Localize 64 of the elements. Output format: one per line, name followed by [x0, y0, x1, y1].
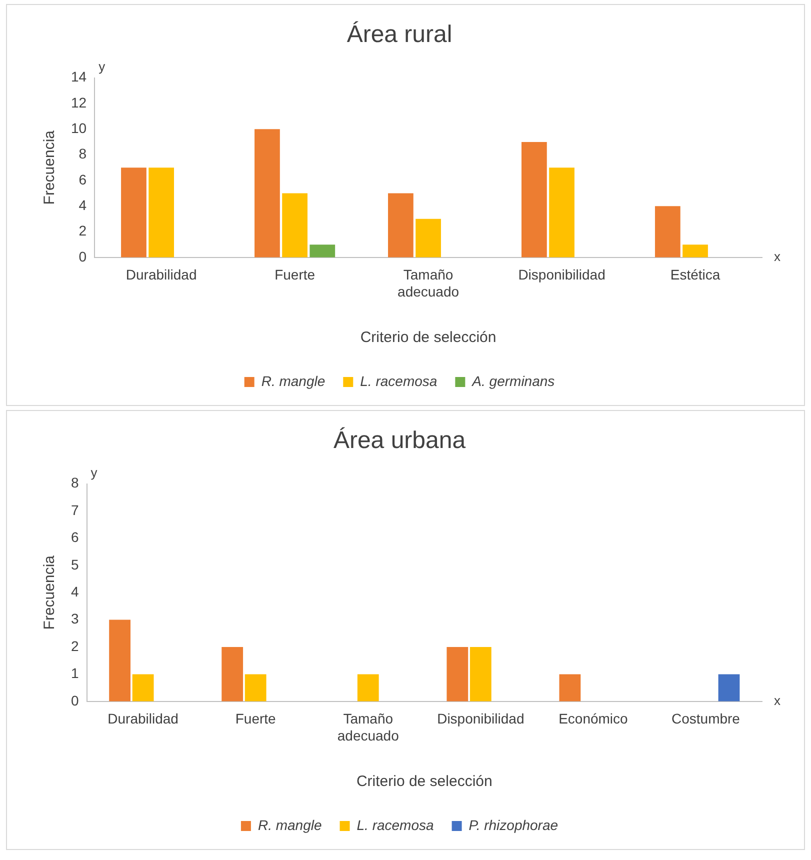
x-tick-label: Durabilidad [108, 710, 178, 727]
text: x [774, 692, 781, 708]
x-tick-label: Estética [670, 266, 720, 283]
text: y [90, 464, 98, 480]
y-tick-label: 0 [78, 248, 87, 264]
bar [282, 193, 308, 258]
legend-label: L. racemosa [356, 816, 434, 833]
legend-label: A. germinans [471, 372, 555, 389]
bar [222, 647, 244, 702]
y-tick-label: 12 [70, 94, 87, 110]
x-tick-label: Tamaño adecuado [398, 266, 460, 300]
bar [559, 674, 581, 702]
y-tick-label: 1 [70, 665, 79, 682]
y-tick-label: 3 [70, 610, 79, 627]
y-tick-label: 6 [78, 171, 87, 188]
bar [132, 674, 154, 702]
x-tick-label: Disponibilidad [518, 266, 606, 283]
bar [682, 244, 708, 258]
chart-title: Área rural [346, 21, 452, 48]
y-axis-title: Frecuencia [41, 130, 58, 205]
chart-title: Área urbana [333, 427, 466, 454]
x-tick-label: Económico [558, 710, 628, 727]
bar [121, 168, 146, 258]
x-tick-label: Tamaño adecuado [337, 710, 400, 744]
y-tick-label: 8 [78, 146, 87, 162]
x-tick-label: Costumbre [672, 710, 740, 727]
legend-label: P. rhizophorae [468, 816, 558, 833]
text: y [98, 58, 106, 74]
y-tick-label: 6 [70, 529, 79, 546]
y-tick-label: 4 [70, 583, 79, 600]
x-axis-title: Criterio de selección [356, 773, 492, 790]
x-tick-label: Fuerte [274, 266, 316, 283]
bar [109, 620, 130, 702]
y-axis-title: Frecuencia [41, 554, 58, 630]
bar [446, 647, 468, 702]
bar [310, 244, 336, 258]
bar [654, 206, 680, 258]
y-tick-label: 7 [70, 502, 79, 518]
y-tick-label: 5 [70, 556, 79, 572]
y-tick-label: 0 [70, 692, 79, 708]
x-tick-label: Fuerte [235, 710, 276, 727]
x-tick-label: Disponibilidad [437, 710, 524, 727]
bar [470, 647, 492, 702]
bar [244, 674, 266, 702]
bar [549, 168, 574, 258]
legend-label: R. mangle [258, 816, 322, 833]
y-tick-label: 10 [70, 120, 87, 136]
y-tick-label: 14 [70, 68, 87, 85]
bar [416, 218, 441, 258]
bar [357, 674, 379, 702]
bar [148, 168, 174, 258]
legend-label: R. mangle [261, 372, 326, 389]
bar [521, 142, 547, 258]
bar [254, 129, 280, 258]
y-tick-label: 2 [78, 222, 87, 239]
legend-label: L. racemosa [360, 372, 438, 389]
y-tick-label: 2 [70, 638, 79, 654]
bar [388, 193, 414, 258]
x-axis-title: Criterio de selección [360, 329, 496, 346]
bar [718, 674, 740, 702]
y-tick-label: 8 [70, 474, 79, 491]
text: x [774, 248, 781, 264]
y-tick-label: 4 [78, 196, 87, 213]
x-tick-label: Durabilidad [126, 266, 197, 283]
